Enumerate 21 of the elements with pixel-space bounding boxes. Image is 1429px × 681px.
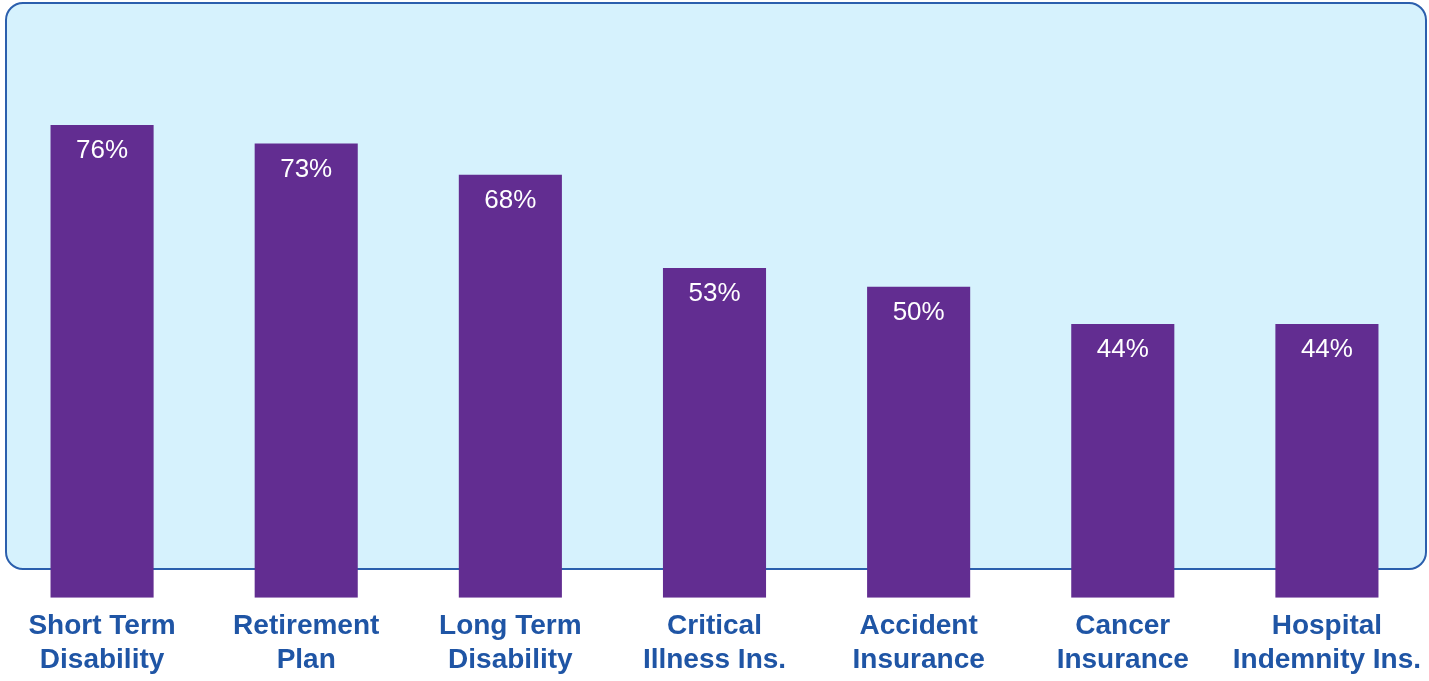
x-tick-label: Critical Illness Ins. (642, 609, 787, 674)
x-tick-label: Cancer Insurance (1056, 609, 1189, 674)
bar (867, 286, 971, 598)
x-tick-label: Short Term Disability (28, 609, 176, 674)
bar (458, 174, 562, 598)
bar (1275, 324, 1379, 598)
bar (50, 124, 154, 598)
x-tick-label: Hospital Indemnity Ins. (1232, 609, 1422, 674)
x-tick-label: Retirement Plan (233, 609, 380, 674)
data-label: 68% (484, 183, 537, 214)
bar (662, 268, 767, 598)
data-label: 73% (280, 152, 333, 183)
data-label: 50% (892, 295, 945, 326)
data-label: 53% (688, 277, 741, 308)
bar (1071, 324, 1175, 598)
data-label: 44% (1096, 333, 1149, 364)
x-tick-label: Long Term Disability (439, 609, 582, 674)
data-label: 76% (76, 134, 129, 165)
bar (254, 143, 358, 598)
data-label: 44% (1300, 333, 1353, 364)
x-tick-label: Accident Insurance (852, 609, 985, 674)
